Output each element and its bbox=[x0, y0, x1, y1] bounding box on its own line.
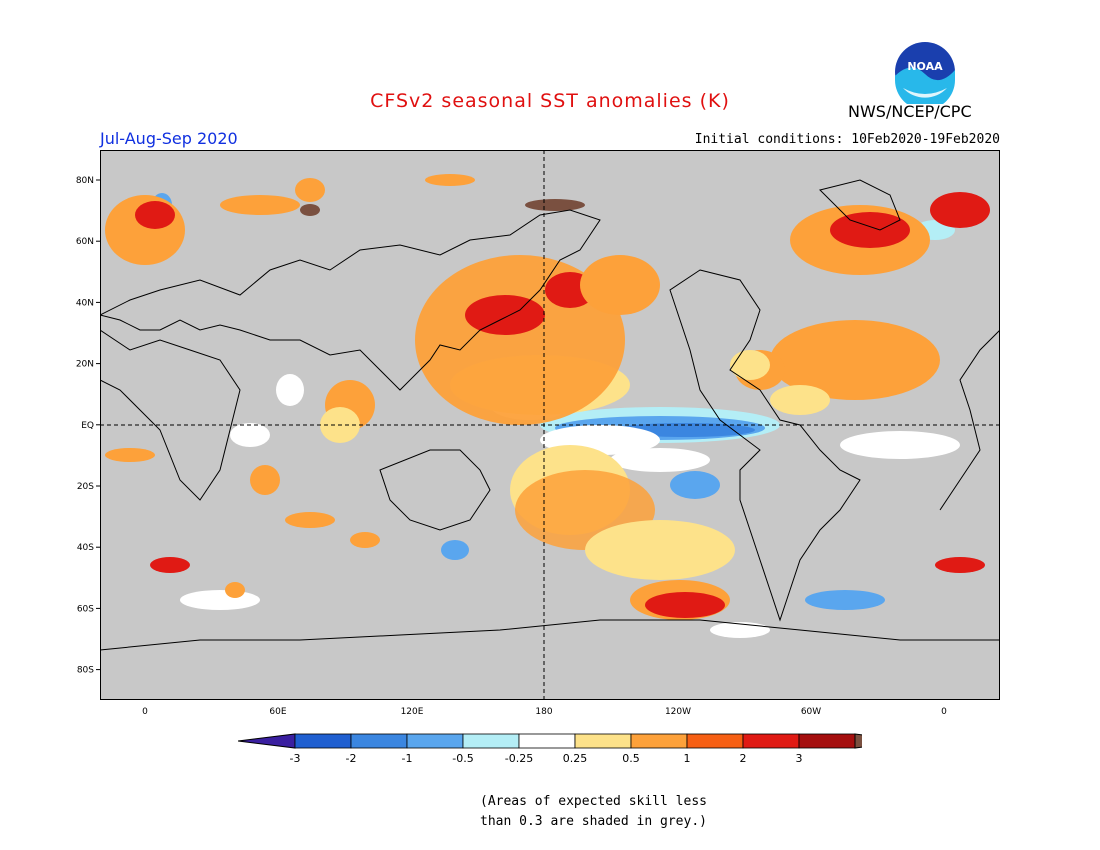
colorbar-segment bbox=[686, 733, 744, 749]
colorbar-label: -2 bbox=[346, 752, 357, 765]
lon-tick-label: 60E bbox=[269, 707, 286, 717]
warm-anomalies bbox=[105, 174, 990, 620]
colorbar-segment bbox=[798, 733, 856, 749]
lon-tick-label: 60W bbox=[801, 707, 821, 717]
colorbar-segment bbox=[462, 733, 520, 749]
lon-tick-label: 0 bbox=[142, 707, 148, 717]
lon-tick-label: 0 bbox=[941, 707, 947, 717]
colorbar-segment bbox=[574, 733, 632, 749]
map-title: CFSv2 seasonal SST anomalies (K) bbox=[370, 90, 730, 112]
lat-tick-label: 80S bbox=[77, 666, 94, 676]
map-svg bbox=[100, 150, 1000, 700]
colorbar-segment bbox=[406, 733, 464, 749]
sst-anomaly-map bbox=[100, 150, 1000, 700]
colorbar-segment bbox=[518, 733, 576, 749]
skill-footnote: (Areas of expected skill less than 0.3 a… bbox=[480, 792, 740, 832]
lon-tick-label: 120W bbox=[665, 707, 691, 717]
lat-axis: 80N 60N 40N 20N EQ 20S 40S 60S 80S bbox=[76, 176, 100, 676]
footnote-line-1: (Areas of expected skill less bbox=[480, 794, 707, 809]
lon-tick-label: 120E bbox=[401, 707, 424, 717]
initial-conditions: Initial conditions: 10Feb2020-19Feb2020 bbox=[694, 132, 1000, 147]
lat-tick-label: 40S bbox=[77, 543, 94, 553]
lat-tick-label: 60S bbox=[77, 604, 94, 614]
lat-tick-label: 60N bbox=[76, 237, 94, 247]
footnote-line-2: than 0.3 are shaded in grey.) bbox=[480, 814, 707, 829]
lat-tick-label: 80N bbox=[76, 176, 94, 186]
logo-text: NOAA bbox=[907, 60, 943, 73]
colorbar-segment bbox=[350, 733, 408, 749]
lat-tick-label: 20N bbox=[76, 360, 94, 370]
colorbar-segment bbox=[294, 733, 352, 749]
colorbar: -3 -2 -1 -0.5 -0.25 0.25 0.5 1 2 3 bbox=[238, 733, 862, 765]
colorbar-label: -0.25 bbox=[505, 752, 533, 765]
lon-tick-label: 180 bbox=[535, 707, 552, 717]
colorbar-label: 0.5 bbox=[622, 752, 640, 765]
colorbar-min-arrow bbox=[238, 733, 296, 749]
colorbar-segment bbox=[630, 733, 688, 749]
colorbar-label: 1 bbox=[684, 752, 691, 765]
coastlines bbox=[100, 179, 1000, 651]
lat-tick-label: 20S bbox=[77, 482, 94, 492]
lat-tick-label: 40N bbox=[76, 298, 94, 308]
noaa-logo: NOAA bbox=[893, 40, 957, 110]
colorbar-label: -3 bbox=[290, 752, 301, 765]
agency-label: NWS/NCEP/CPC bbox=[848, 102, 972, 121]
colorbar-label: 0.25 bbox=[563, 752, 588, 765]
colorbar-label: -1 bbox=[402, 752, 413, 765]
lon-axis: 0 60E 120E 180 120W 60W 0 bbox=[142, 707, 947, 717]
colorbar-label: 3 bbox=[796, 752, 803, 765]
colorbar-segment bbox=[742, 733, 800, 749]
forecast-period: Jul-Aug-Sep 2020 bbox=[100, 129, 238, 148]
colorbar-label: 2 bbox=[740, 752, 747, 765]
lat-tick-label: EQ bbox=[81, 421, 94, 431]
colorbar-label: -0.5 bbox=[452, 752, 473, 765]
colorbar-max-arrow bbox=[854, 733, 862, 749]
